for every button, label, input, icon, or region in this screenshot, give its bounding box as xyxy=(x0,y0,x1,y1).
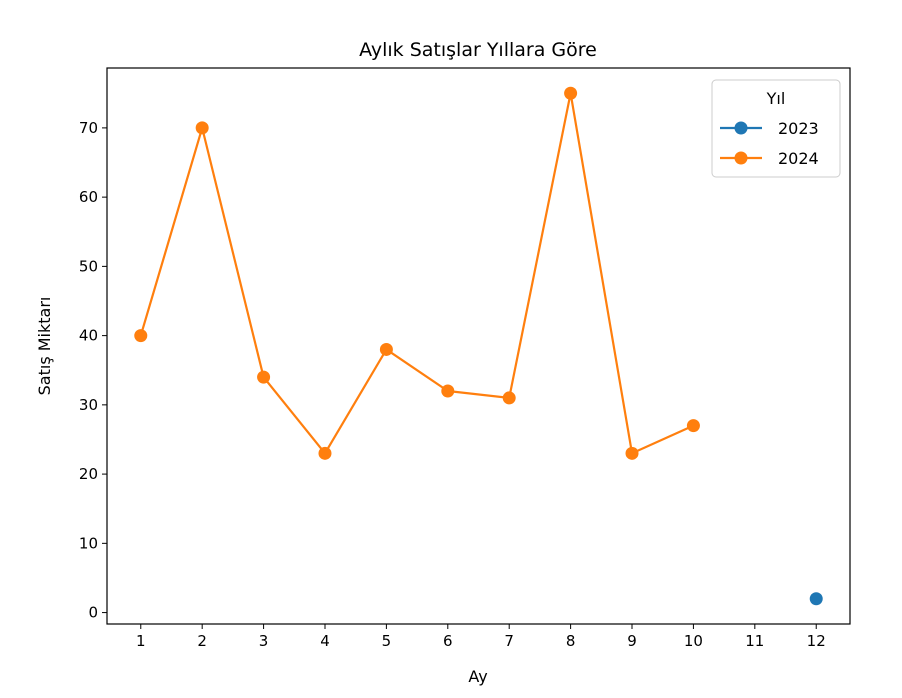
legend-title: Yıl xyxy=(766,89,786,108)
x-tick-label: 6 xyxy=(443,632,453,650)
legend-marker xyxy=(734,121,748,135)
data-point xyxy=(134,329,148,343)
x-tick-label: 4 xyxy=(320,632,330,650)
y-tick-label: 50 xyxy=(79,257,98,275)
series-group xyxy=(134,86,823,606)
data-point xyxy=(809,592,823,606)
data-point xyxy=(625,446,639,460)
legend-marker xyxy=(734,151,748,165)
y-axis: 0 10 20 30 40 50 60 70 xyxy=(79,119,107,622)
data-point xyxy=(257,370,271,384)
series-2023 xyxy=(809,592,823,606)
y-tick-label: 70 xyxy=(79,119,98,137)
data-point xyxy=(686,419,700,433)
data-point xyxy=(318,446,332,460)
x-axis: 1 2 3 4 5 6 7 8 9 10 11 12 xyxy=(136,624,826,650)
chart-title: Aylık Satışlar Yıllara Göre xyxy=(359,39,597,61)
legend-item: 2024 xyxy=(720,149,819,168)
data-point xyxy=(502,391,516,405)
y-axis-label: Satış Miktarı xyxy=(35,297,54,396)
data-point xyxy=(195,121,209,135)
x-tick-label: 3 xyxy=(259,632,269,650)
x-tick-label: 1 xyxy=(136,632,146,650)
x-tick-label: 9 xyxy=(627,632,637,650)
plot-frame xyxy=(106,67,851,625)
data-point xyxy=(379,342,393,356)
y-tick-label: 0 xyxy=(88,604,98,622)
legend-label: 2023 xyxy=(778,119,819,138)
data-point xyxy=(441,384,455,398)
x-tick-label: 12 xyxy=(807,632,826,650)
legend-label: 2024 xyxy=(778,149,819,168)
x-tick-label: 10 xyxy=(684,632,703,650)
y-tick-label: 10 xyxy=(79,534,98,552)
y-tick-label: 40 xyxy=(79,327,98,345)
series-2024 xyxy=(134,86,700,460)
data-point xyxy=(564,86,578,100)
legend-item: 2023 xyxy=(720,119,819,138)
x-axis-label: Ay xyxy=(468,667,487,686)
y-tick-label: 20 xyxy=(79,465,98,483)
x-tick-label: 8 xyxy=(566,632,576,650)
legend: Yıl 2023 2024 xyxy=(711,79,841,178)
x-tick-label: 2 xyxy=(197,632,207,650)
series-line xyxy=(139,92,694,455)
x-tick-label: 11 xyxy=(745,632,764,650)
x-tick-label: 5 xyxy=(382,632,392,650)
y-tick-label: 60 xyxy=(79,188,98,206)
y-tick-label: 30 xyxy=(79,396,98,414)
x-tick-label: 7 xyxy=(504,632,514,650)
